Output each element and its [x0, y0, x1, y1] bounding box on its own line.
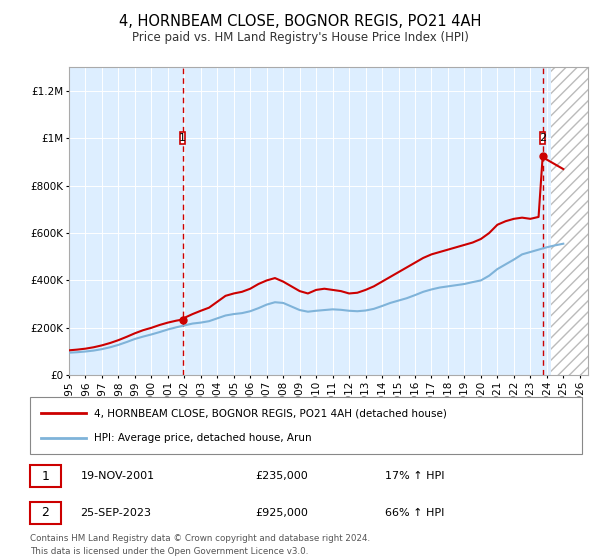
- Text: HPI: Average price, detached house, Arun: HPI: Average price, detached house, Arun: [95, 433, 312, 443]
- Bar: [29, 397, 583, 454]
- Bar: [29, 502, 61, 524]
- Text: Contains HM Land Registry data © Crown copyright and database right 2024.
This d: Contains HM Land Registry data © Crown c…: [29, 534, 370, 556]
- Bar: [551, 67, 588, 375]
- Text: 17% ↑ HPI: 17% ↑ HPI: [385, 471, 445, 481]
- Text: 1: 1: [179, 133, 186, 143]
- Text: 66% ↑ HPI: 66% ↑ HPI: [385, 508, 445, 518]
- Bar: [541, 132, 545, 144]
- Text: 19-NOV-2001: 19-NOV-2001: [80, 471, 155, 481]
- Text: £235,000: £235,000: [255, 471, 308, 481]
- Text: 4, HORNBEAM CLOSE, BOGNOR REGIS, PO21 4AH: 4, HORNBEAM CLOSE, BOGNOR REGIS, PO21 4A…: [119, 14, 481, 29]
- Text: £925,000: £925,000: [255, 508, 308, 518]
- Text: 2: 2: [539, 133, 546, 143]
- Text: 25-SEP-2023: 25-SEP-2023: [80, 508, 151, 518]
- Text: 4, HORNBEAM CLOSE, BOGNOR REGIS, PO21 4AH (detached house): 4, HORNBEAM CLOSE, BOGNOR REGIS, PO21 4A…: [95, 408, 448, 418]
- Bar: [29, 465, 61, 487]
- Text: 1: 1: [41, 469, 49, 483]
- Bar: [181, 132, 185, 144]
- Text: 2: 2: [41, 506, 49, 520]
- Text: Price paid vs. HM Land Registry's House Price Index (HPI): Price paid vs. HM Land Registry's House …: [131, 31, 469, 44]
